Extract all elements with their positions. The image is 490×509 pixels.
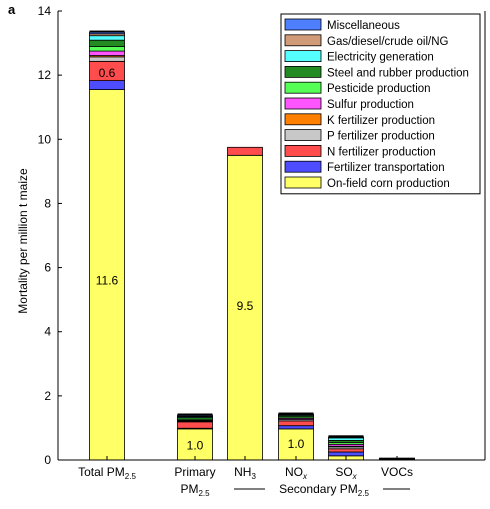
legend-swatch	[285, 177, 321, 188]
x-tick-label: Primary	[174, 465, 215, 479]
legend-swatch	[285, 51, 321, 62]
bar-segment	[90, 40, 125, 46]
bar-segment	[279, 426, 314, 429]
bar-segment	[90, 47, 125, 51]
y-tick-label: 6	[44, 261, 51, 275]
bar-segment	[279, 421, 314, 426]
legend-entry: P fertilizer production	[327, 131, 435, 143]
legend-entry: K fertilizer production	[327, 115, 435, 127]
bar-segment	[178, 415, 213, 416]
bar-segment	[90, 36, 125, 40]
legend-entry: Gas/diesel/crude oil/NG	[327, 36, 448, 48]
bar-segment	[90, 32, 125, 34]
x-tick-label: VOCs	[381, 465, 413, 479]
bar-segment	[329, 449, 364, 452]
legend-swatch	[285, 19, 321, 30]
data-label: 11.6	[96, 273, 119, 287]
bar-segment	[329, 437, 364, 438]
y-tick-label: 8	[44, 196, 51, 210]
y-tick-label: 4	[44, 325, 51, 339]
data-label: 9.5	[237, 299, 254, 313]
bar-segment	[90, 57, 125, 61]
x-tick-label: NOx	[285, 465, 308, 481]
bar-segment	[228, 147, 263, 155]
y-axis-label: Mortality per million t maize	[16, 168, 30, 314]
legend-swatch	[285, 145, 321, 156]
legend-swatch	[285, 66, 321, 77]
legend-entry: Pesticide production	[327, 83, 431, 95]
y-tick-label: 0	[44, 453, 51, 467]
x-tick-label: Total PM2.5	[78, 465, 136, 481]
y-tick-label: 14	[38, 4, 52, 18]
data-label: 0.6	[99, 66, 116, 80]
panel-label: a	[8, 2, 16, 17]
bar-segment	[90, 81, 125, 90]
legend-entry: Sulfur production	[327, 99, 414, 111]
bar-segment	[329, 452, 364, 456]
bar-cap	[279, 413, 314, 415]
legend-swatch	[285, 161, 321, 172]
legend-swatch	[285, 82, 321, 93]
bar-segment	[90, 51, 125, 55]
x-tick-label: NH3	[234, 465, 256, 481]
data-label: 1.0	[288, 437, 305, 451]
bar-cap	[90, 31, 125, 33]
legend-entry: On-field corn production	[327, 178, 450, 190]
data-label: 1.0	[187, 439, 204, 453]
y-tick-label: 2	[44, 389, 51, 403]
x-tick-label: SOx	[335, 465, 357, 481]
legend-entry: Electricity generation	[327, 52, 434, 64]
y-tick-label: 12	[38, 68, 52, 82]
legend-entry: Miscellaneous	[327, 20, 400, 32]
group-label: Secondary PM2.5	[279, 482, 369, 498]
x-tick-label-line2: PM2.5	[180, 482, 210, 498]
bar-cap	[329, 435, 364, 437]
legend-swatch	[285, 98, 321, 109]
legend-entry: Steel and rubber production	[327, 67, 469, 79]
legend-entry: Fertilizer transportation	[327, 162, 445, 174]
legend-swatch	[285, 130, 321, 141]
legend-swatch	[285, 114, 321, 125]
legend-entry: N fertilizer production	[327, 146, 436, 158]
legend-swatch	[285, 35, 321, 46]
bar-segment	[178, 422, 213, 428]
bar-cap	[178, 413, 213, 415]
y-tick-label: 10	[38, 132, 52, 146]
